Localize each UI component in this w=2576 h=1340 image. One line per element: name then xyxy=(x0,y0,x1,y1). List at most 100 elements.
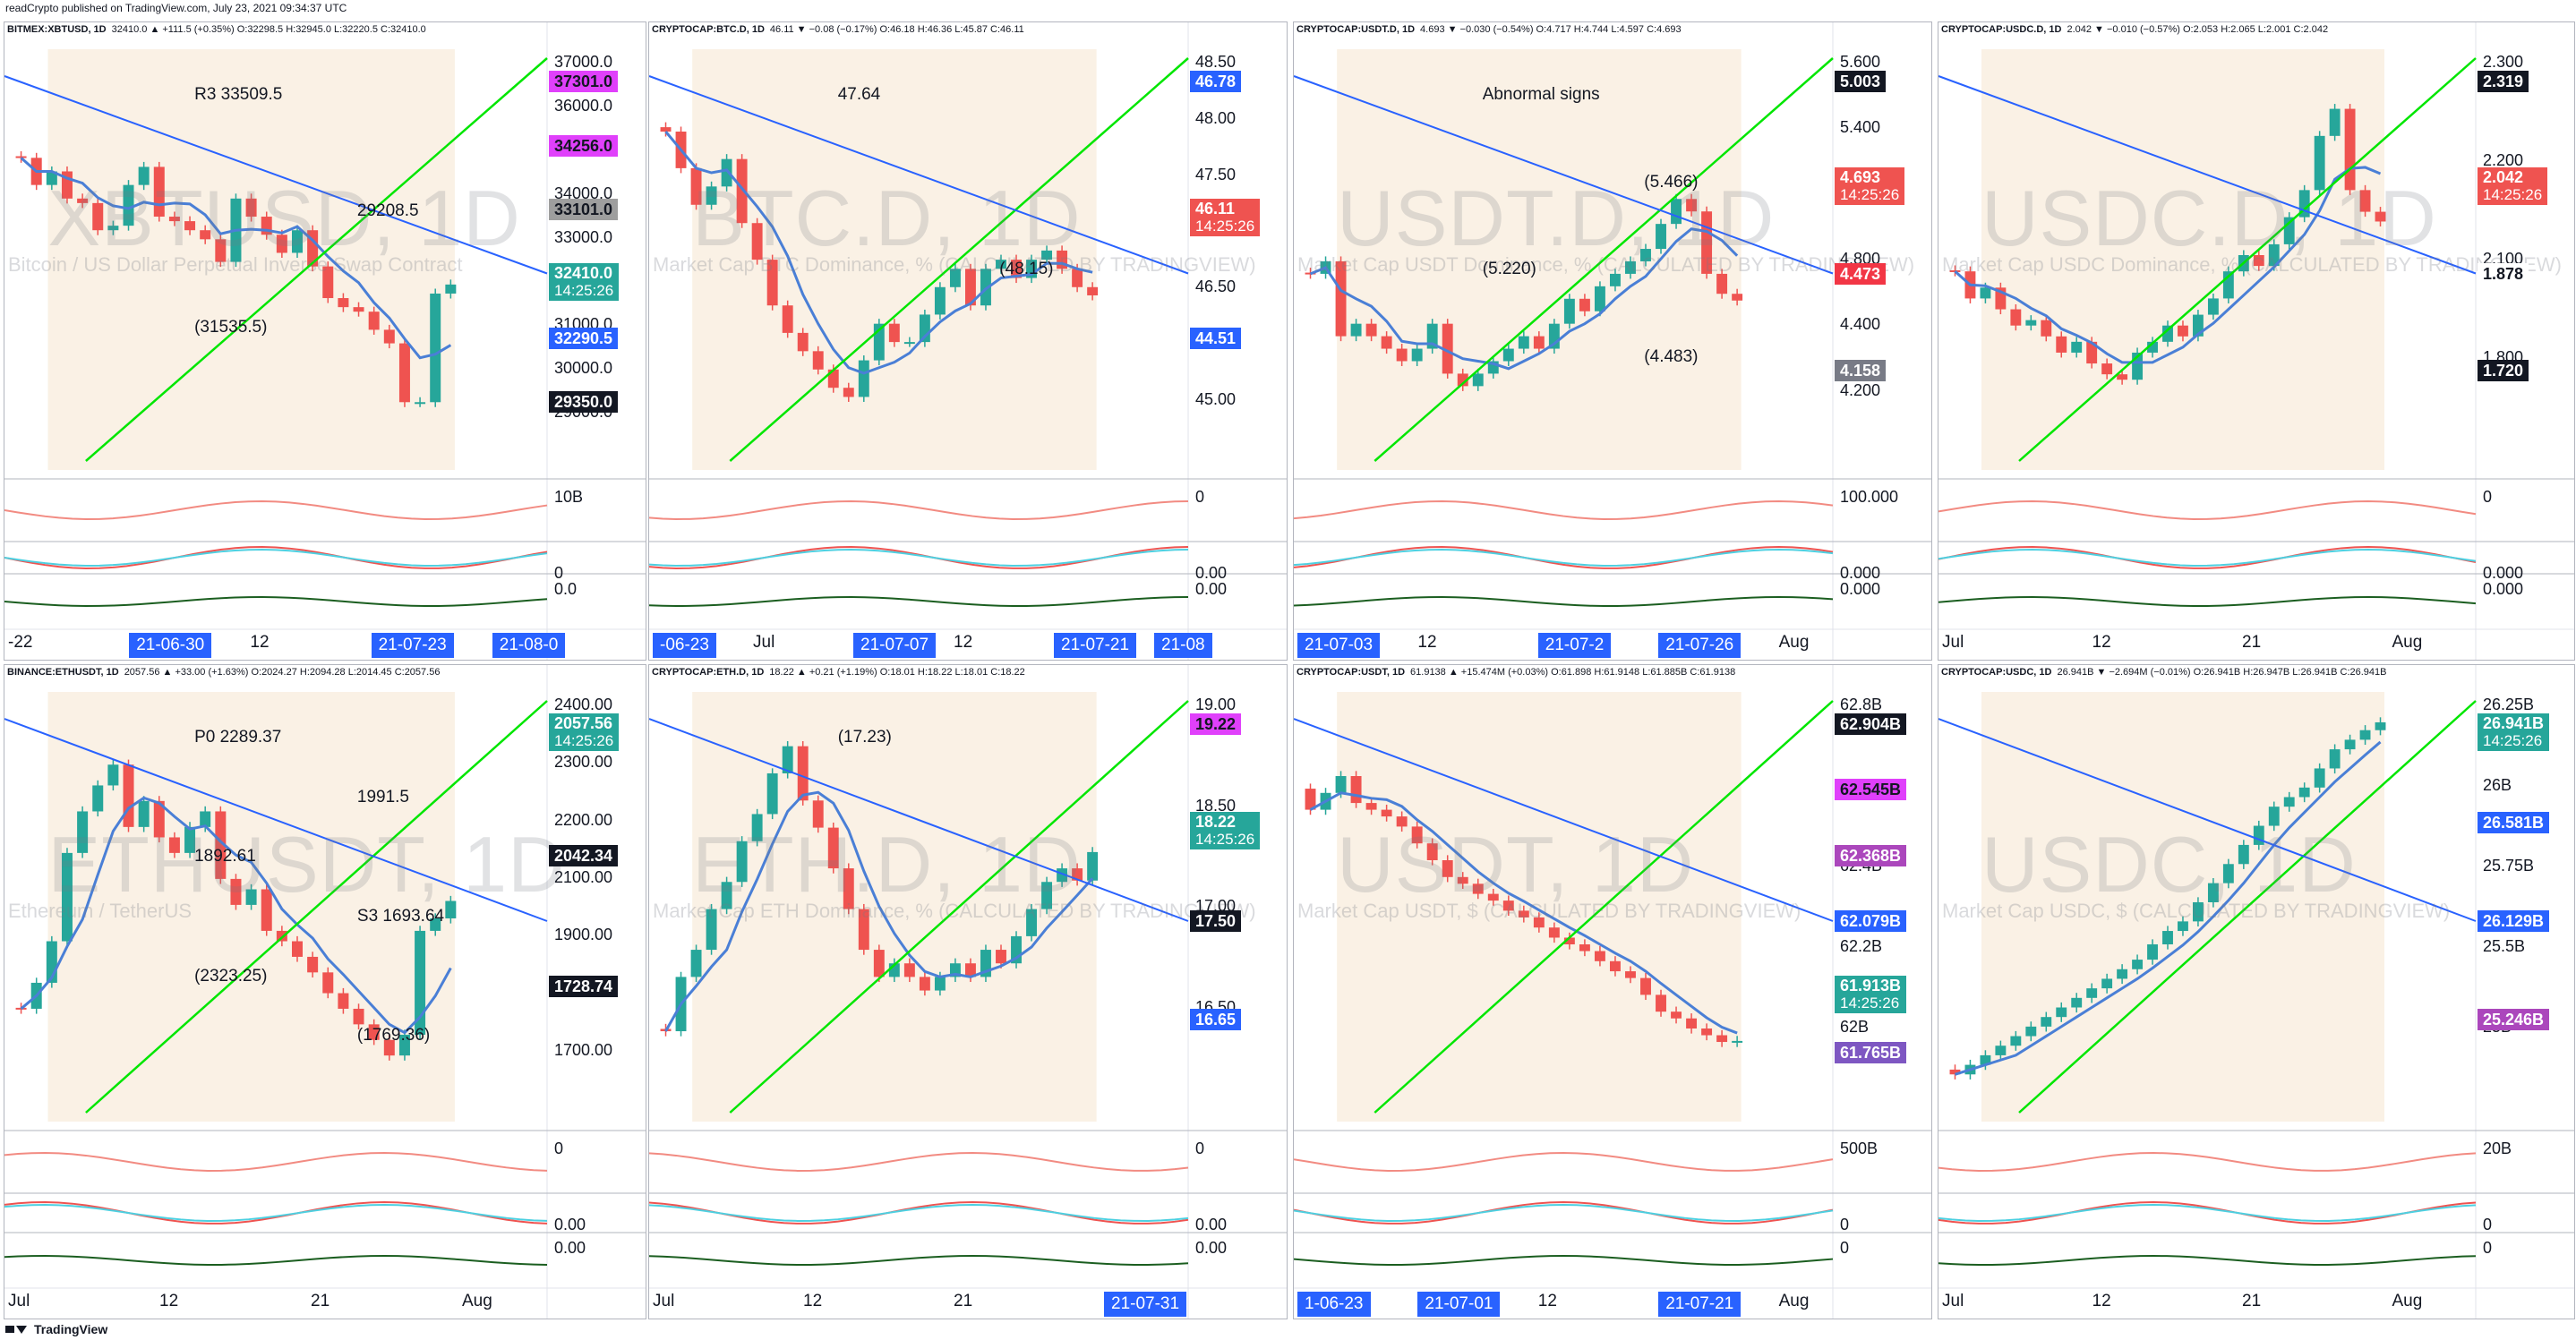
candle-body[interactable] xyxy=(200,811,211,827)
price-tag[interactable]: 25.246B xyxy=(2478,1009,2550,1030)
candle-body[interactable] xyxy=(1396,348,1408,362)
price-tag[interactable]: 62.368B xyxy=(1835,844,1907,866)
chart-panel-usdtd[interactable]: CRYPTOCAP:USDT.D, 1D 4.693 ▼ −0.030 (−0.5… xyxy=(1293,21,1932,661)
price-tag[interactable]: 62.079B xyxy=(1835,910,1907,932)
candle-body[interactable] xyxy=(1026,909,1037,936)
price-tag[interactable]: 46.11 14:25:26 xyxy=(1190,199,1261,237)
candle-body[interactable] xyxy=(153,800,165,838)
candle-body[interactable] xyxy=(1518,336,1529,349)
trend-line-green[interactable] xyxy=(85,57,548,462)
candle-body[interactable] xyxy=(1594,286,1605,312)
candle-body[interactable] xyxy=(919,977,930,991)
candle-body[interactable] xyxy=(123,764,134,827)
candle-body[interactable] xyxy=(61,852,73,942)
price-tag[interactable]: 32410.0 14:25:26 xyxy=(549,263,620,301)
candle-body[interactable] xyxy=(2314,768,2325,788)
candle-body[interactable] xyxy=(812,800,824,828)
candle-body[interactable] xyxy=(338,993,349,1009)
candle-body[interactable] xyxy=(1457,876,1468,884)
candle-body[interactable] xyxy=(1335,776,1347,793)
price-tag[interactable]: 18.22 14:25:26 xyxy=(1190,812,1261,849)
candle-body[interactable] xyxy=(168,217,180,222)
candle-body[interactable] xyxy=(903,342,915,345)
candle-body[interactable] xyxy=(1656,224,1666,250)
trend-line-green[interactable] xyxy=(2018,700,2477,1114)
candle-body[interactable] xyxy=(1640,977,1651,995)
time-axis-label[interactable]: 21-07-21 xyxy=(1658,1292,1742,1317)
time-axis-label[interactable]: 1-06-23 xyxy=(1297,1292,1371,1317)
candle-body[interactable] xyxy=(61,171,73,199)
candle-body[interactable] xyxy=(2162,931,2173,944)
candle-body[interactable] xyxy=(1533,336,1545,349)
candle-body[interactable] xyxy=(398,343,410,403)
candle-body[interactable] xyxy=(353,307,364,312)
price-tag[interactable]: 2042.34 xyxy=(549,844,619,866)
candle-body[interactable] xyxy=(949,963,961,977)
price-tag[interactable]: 4.158 xyxy=(1835,359,1887,381)
candle-body[interactable] xyxy=(873,323,885,361)
candle-body[interactable] xyxy=(1305,789,1316,810)
candle-body[interactable] xyxy=(1548,927,1560,938)
candle-body[interactable] xyxy=(2101,978,2113,989)
candle-body[interactable] xyxy=(690,167,702,205)
candle-body[interactable] xyxy=(2359,730,2371,740)
price-tag[interactable]: 33101.0 xyxy=(549,199,619,221)
candle-body[interactable] xyxy=(766,260,778,306)
candle-body[interactable] xyxy=(200,230,211,240)
chart-canvas[interactable] xyxy=(1294,22,1931,660)
trend-line-blue[interactable] xyxy=(649,75,1189,275)
candle-body[interactable] xyxy=(415,930,426,1035)
price-tag[interactable]: 5.003 xyxy=(1835,71,1887,92)
time-axis-label[interactable]: 21-06-30 xyxy=(129,633,212,658)
price-tag[interactable]: 26.129B xyxy=(2478,910,2550,932)
candle-body[interactable] xyxy=(996,950,1006,964)
price-tag[interactable]: 61.765B xyxy=(1835,1041,1907,1063)
candle-body[interactable] xyxy=(1656,994,1666,1012)
candle-body[interactable] xyxy=(1381,336,1392,349)
candle-body[interactable] xyxy=(1472,373,1484,387)
candle-body[interactable] xyxy=(1949,269,1961,272)
candle-body[interactable] xyxy=(1011,260,1022,278)
candle-body[interactable] xyxy=(107,764,119,786)
price-tag[interactable]: 62.545B xyxy=(1835,779,1907,801)
candle-body[interactable] xyxy=(827,369,839,388)
candle-body[interactable] xyxy=(1686,1018,1698,1028)
trend-line-blue[interactable] xyxy=(1294,75,1834,275)
candle-body[interactable] xyxy=(1087,286,1099,295)
candle-body[interactable] xyxy=(276,930,287,942)
trend-line-green[interactable] xyxy=(729,57,1189,462)
candle-body[interactable] xyxy=(721,158,732,187)
time-axis-label[interactable]: 21-07-01 xyxy=(1417,1292,1501,1317)
candle-body[interactable] xyxy=(2056,336,2067,353)
candle-body[interactable] xyxy=(2298,190,2310,218)
trend-line-green[interactable] xyxy=(2018,57,2477,462)
chart-canvas[interactable] xyxy=(4,22,646,660)
candle-body[interactable] xyxy=(307,230,319,267)
price-tag[interactable]: 61.913B 14:25:26 xyxy=(1835,976,1907,1014)
candle-body[interactable] xyxy=(797,332,809,352)
trend-line-green[interactable] xyxy=(729,700,1189,1114)
candle-body[interactable] xyxy=(1442,323,1453,374)
candle-body[interactable] xyxy=(77,811,89,853)
candle-body[interactable] xyxy=(1087,851,1099,881)
candle-body[interactable] xyxy=(843,868,854,909)
candle-body[interactable] xyxy=(690,950,702,977)
candle-body[interactable] xyxy=(1548,323,1560,349)
candle-body[interactable] xyxy=(2359,190,2371,212)
candle-body[interactable] xyxy=(782,305,793,333)
candle-body[interactable] xyxy=(949,269,961,287)
candle-body[interactable] xyxy=(843,388,854,397)
trend-line-green[interactable] xyxy=(1374,57,1834,462)
footer-brand[interactable]: TradingView xyxy=(5,1321,107,1337)
candle-body[interactable] xyxy=(2253,255,2264,267)
candle-body[interactable] xyxy=(2329,749,2341,769)
candle-body[interactable] xyxy=(1502,900,1514,911)
candle-body[interactable] xyxy=(1072,269,1083,287)
candle-body[interactable] xyxy=(2178,921,2188,932)
candle-body[interactable] xyxy=(261,217,272,235)
trend-line-blue[interactable] xyxy=(4,75,548,275)
candle-body[interactable] xyxy=(706,909,717,951)
candle-body[interactable] xyxy=(1671,1011,1682,1019)
chart-canvas[interactable] xyxy=(4,665,646,1319)
candle-body[interactable] xyxy=(2192,314,2204,337)
